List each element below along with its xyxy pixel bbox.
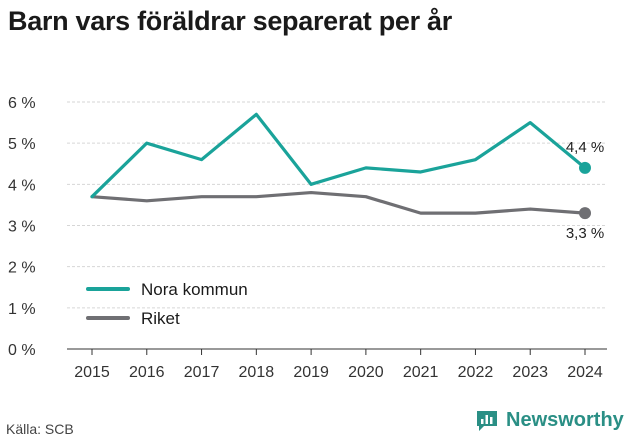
- y-axis: 0 % 1 % 2 % 3 % 4 % 5 % 6 %: [8, 95, 36, 359]
- x-tick-label: 2023: [512, 364, 548, 381]
- brand-name: Newsworthy: [506, 409, 624, 431]
- legend: Nora kommun Riket: [86, 280, 248, 328]
- series-line-nora-kommun: [90, 112, 587, 199]
- end-point-nora-kommun: [579, 161, 591, 174]
- source-note: Källa: SCB: [6, 421, 74, 437]
- x-tick-label: 2021: [403, 364, 439, 381]
- gridlines: [67, 101, 607, 350]
- x-tick-label: 2020: [348, 364, 384, 381]
- chart-title: Barn vars föräldrar separerat per år: [8, 6, 452, 36]
- x-tick-label: 2019: [293, 364, 329, 381]
- legend-label: Riket: [141, 309, 180, 328]
- newsworthy-chart-icon: [477, 410, 497, 431]
- series-lines: 3,3 % 4,4 %: [90, 112, 604, 242]
- x-tick-label: 2015: [74, 364, 110, 381]
- y-tick-label: 1 %: [8, 301, 36, 318]
- y-tick-label: 2 %: [8, 260, 36, 277]
- end-label-nora-kommun: 4,4 %: [566, 139, 604, 156]
- y-tick-label: 4 %: [8, 177, 36, 194]
- newsworthy-logo[interactable]: Newsworthy: [475, 409, 624, 432]
- end-label-riket: 3,3 %: [566, 225, 604, 242]
- y-tick-label: 0 %: [8, 342, 36, 359]
- x-tick-label: 2022: [458, 364, 494, 381]
- x-tick-label: 2016: [129, 364, 165, 381]
- x-tick-label: 2024: [567, 364, 603, 381]
- legend-label: Nora kommun: [141, 280, 248, 299]
- y-tick-label: 3 %: [8, 219, 36, 236]
- series-line-riket: [90, 190, 587, 215]
- x-tick-label: 2017: [184, 364, 220, 381]
- y-tick-label: 5 %: [8, 136, 36, 153]
- x-tick-label: 2018: [239, 364, 275, 381]
- end-point-riket: [579, 207, 591, 220]
- y-tick-label: 6 %: [8, 95, 36, 112]
- x-axis: 2015 2016 2017 2018 2019 2020 2021 2022 2023 2024: [74, 349, 603, 381]
